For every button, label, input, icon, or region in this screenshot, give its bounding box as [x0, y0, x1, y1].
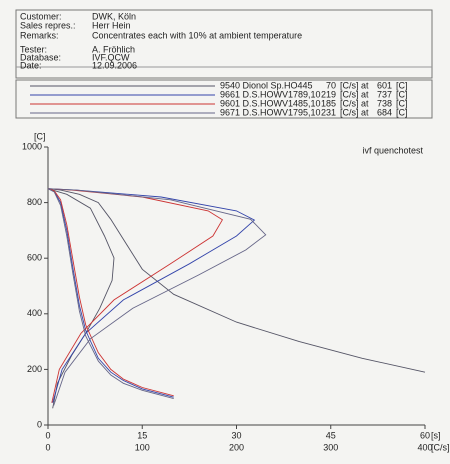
- field-value: A. Fröhlich: [92, 44, 135, 54]
- field-label: Remarks:: [20, 30, 59, 40]
- legend-box: [15, 79, 433, 119]
- y-axis-label: [C]: [34, 131, 46, 141]
- cooling-rate-curve: [47, 188, 224, 403]
- y-tick-label: 800: [27, 197, 42, 207]
- legend-unit: [C]: [396, 98, 408, 108]
- temperature-curve: [47, 188, 174, 398]
- legend-unit: [C/s] at: [340, 89, 369, 99]
- field-value: DWK, Köln: [92, 11, 136, 21]
- header-box: [15, 9, 433, 79]
- field-label: Date:: [20, 60, 42, 70]
- legend-rate: 219: [321, 89, 336, 99]
- cooling-rate-curve: [47, 188, 267, 406]
- legend-name: 9540 Dionol Sp.HO445: [220, 80, 313, 90]
- x-tick-label: 30: [231, 430, 241, 440]
- y-tick-label: 1000: [22, 141, 42, 151]
- x2-tick-label: 0: [45, 442, 50, 452]
- field-value: IVF.QCW: [92, 52, 130, 62]
- cooling-rate-curve: [47, 188, 115, 409]
- field-label: Database:: [20, 52, 61, 62]
- temperature-curve: [47, 188, 174, 400]
- legend-unit: [C]: [396, 89, 408, 99]
- x-tick-label: 60: [420, 430, 430, 440]
- x-tick-label: 0: [45, 430, 50, 440]
- field-value: 12.09.2006: [92, 60, 137, 70]
- x-tick-label: 45: [326, 430, 336, 440]
- legend-rate: 231: [321, 107, 336, 117]
- x-tick-label: 15: [137, 430, 147, 440]
- cooling-rate-curve: [47, 188, 256, 403]
- field-value: Herr Hein: [92, 20, 131, 30]
- legend-unit: [C/s] at: [340, 80, 369, 90]
- legend-name: 9661 D.S.HOWV1789,10: [220, 89, 321, 99]
- x2-tick-label: 100: [135, 442, 150, 452]
- x-axis-label: [s]: [431, 430, 441, 440]
- legend-rate: 70: [326, 80, 336, 90]
- temperature-curve: [47, 188, 174, 397]
- legend-unit: [C]: [396, 80, 408, 90]
- x2-tick-label: 300: [323, 442, 338, 452]
- field-label: Tester:: [20, 44, 47, 54]
- field-value: Concentrates each with 10% at ambient te…: [92, 30, 302, 40]
- field-label: Customer:: [20, 11, 62, 21]
- legend-unit: [C/s] at: [340, 107, 369, 117]
- x2-axis-label: [C/s]: [431, 442, 450, 452]
- y-tick-label: 200: [27, 364, 42, 374]
- temperature-curve: [47, 188, 426, 373]
- legend-temp: 738: [377, 98, 392, 108]
- y-tick-label: 400: [27, 308, 42, 318]
- legend-unit: [C]: [396, 107, 408, 117]
- legend-temp: 601: [377, 80, 392, 90]
- legend-name: 9671 D.S.HOWV1795,10: [220, 107, 321, 117]
- y-tick-label: 600: [27, 253, 42, 263]
- legend-unit: [C/s] at: [340, 98, 369, 108]
- x2-tick-label: 400: [417, 442, 432, 452]
- legend-rate: 185: [321, 98, 336, 108]
- legend-temp: 737: [377, 89, 392, 99]
- legend-temp: 684: [377, 107, 392, 117]
- y-tick-label: 0: [37, 419, 42, 429]
- legend-name: 9601 D.S.HOWV1485,10: [220, 98, 321, 108]
- field-label: Sales repres.:: [20, 20, 76, 30]
- annotation: ivf quenchotest: [362, 145, 423, 155]
- x2-tick-label: 200: [229, 442, 244, 452]
